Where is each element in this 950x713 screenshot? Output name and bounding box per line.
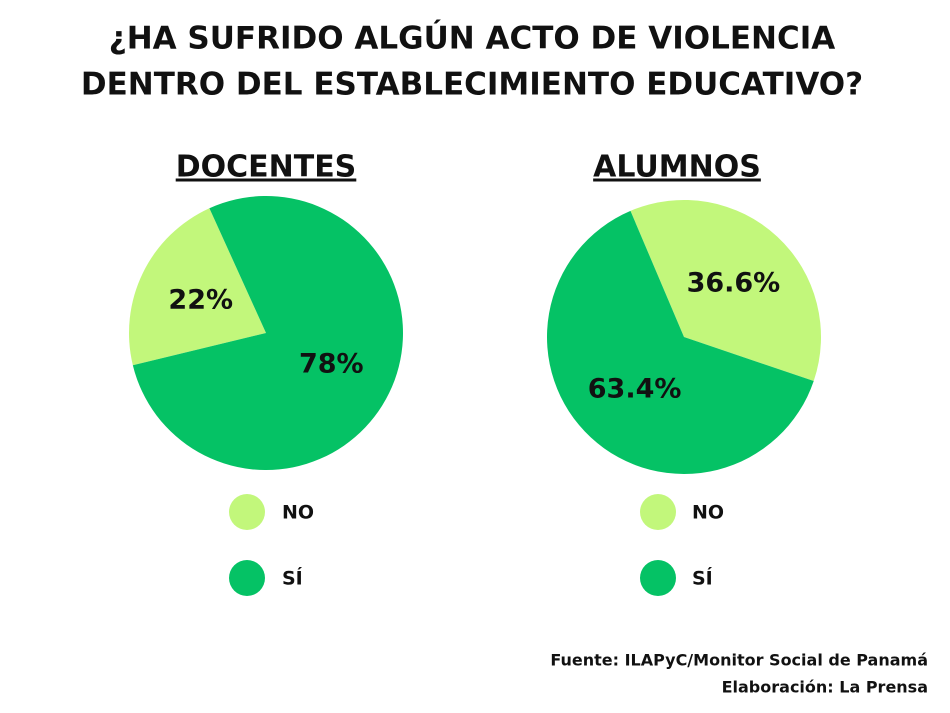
chart-subtitle: ALUMNOS (593, 150, 761, 185)
data-label: 63.4% (588, 374, 682, 405)
data-label: 22% (168, 285, 233, 316)
legend-swatch (229, 494, 265, 530)
legend-label: NO (282, 502, 314, 524)
pie-slice (132, 196, 403, 470)
title-line: DENTRO DEL ESTABLECIMIENTO EDUCATIVO? (81, 67, 863, 103)
title-line: ¿HA SUFRIDO ALGÚN ACTO DE VIOLENCIA (109, 20, 836, 57)
pie-slice (630, 200, 821, 382)
data-label: 36.6% (687, 267, 781, 298)
legend-swatch (229, 560, 265, 596)
source: Fuente: ILAPyC/Monitor Social de Panamá (550, 651, 928, 670)
data-label: 78% (299, 348, 364, 379)
pie-slice (546, 210, 814, 475)
legend-label: SÍ (692, 567, 713, 590)
pie-slice (128, 208, 266, 366)
legend-swatch (640, 560, 676, 596)
legend-label: NO (692, 502, 724, 524)
chart-subtitle: DOCENTES (176, 150, 357, 185)
legend-label: SÍ (282, 567, 303, 590)
legend-swatch (640, 494, 676, 530)
credit: Elaboración: La Prensa (722, 678, 928, 697)
